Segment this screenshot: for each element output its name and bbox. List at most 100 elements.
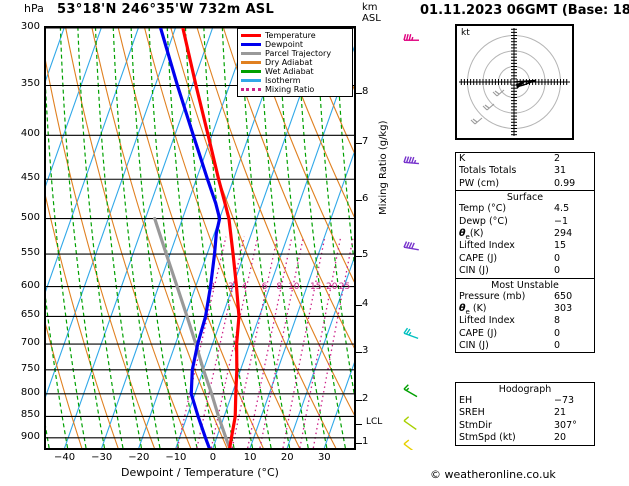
- index-value: −1: [554, 215, 569, 227]
- temperature-tick-label: −40: [53, 452, 76, 463]
- index-row: CAPE (J) 0: [456, 253, 594, 265]
- skewt-plot-svg: 2 3 4 6 8 10 15 20 25: [46, 28, 354, 448]
- temperature-tick-label: −20: [128, 452, 150, 463]
- height-unit-line1: km: [362, 2, 378, 13]
- legend-item: Dry Adiabat: [241, 58, 350, 67]
- height-tick-mark: [356, 200, 362, 201]
- pressure-tick-label: 900: [20, 430, 40, 442]
- legend-swatch-icon: [241, 88, 261, 91]
- index-row: SREH 21: [456, 407, 594, 419]
- pressure-tick-label: 500: [20, 211, 40, 223]
- pressure-unit-label: hPa: [24, 2, 44, 15]
- pressure-tick-label: 750: [20, 362, 40, 374]
- pressure-tick-label: 450: [20, 172, 40, 184]
- mixing-ratio-label: 15: [310, 282, 321, 292]
- height-tick-mark: [356, 256, 362, 257]
- legend-item: Isotherm: [241, 76, 350, 85]
- index-value: 294: [554, 227, 573, 239]
- height-tick-mark: [356, 305, 362, 306]
- legend-item-label: Wet Adiabat: [265, 67, 314, 76]
- hodograph-wind-barb: [492, 89, 505, 97]
- hodograph-unit-label: kt: [461, 28, 470, 38]
- hodograph-wind-barb: [482, 103, 495, 111]
- legend-item-label: Parcel Trajectory: [265, 49, 332, 58]
- index-value: −73: [554, 395, 575, 406]
- index-key: CIN (J): [459, 265, 489, 277]
- hodograph-section-heading: Hodograph: [498, 384, 552, 395]
- legend-item-label: Dry Adiabat: [265, 58, 313, 67]
- legend-item-label: Isotherm: [265, 76, 301, 85]
- index-row: Temp (°C) 4.5: [456, 203, 594, 215]
- index-row: CIN (J) 0: [456, 340, 594, 352]
- height-tick-mark: [356, 143, 362, 144]
- wind-barb: [403, 384, 418, 398]
- pressure-tick-label: 700: [20, 337, 40, 349]
- index-key: θe (K): [459, 302, 487, 316]
- wind-barb: [403, 416, 417, 430]
- index-value: 307°: [554, 419, 577, 431]
- index-value: 8: [554, 315, 561, 327]
- index-row: Dewp (°C) −1: [456, 216, 594, 228]
- index-value: 0: [554, 252, 561, 264]
- hodograph-chart: kt: [455, 24, 574, 140]
- index-key: θe(K): [459, 227, 484, 241]
- index-row: CIN (J) 0: [456, 265, 594, 277]
- index-key: CIN (J): [459, 340, 489, 352]
- legend-item: Temperature: [241, 31, 350, 40]
- index-value: 303: [554, 302, 573, 314]
- index-value: 31: [554, 165, 567, 177]
- index-value: 0.99: [554, 177, 576, 189]
- height-tick-mark: [356, 443, 362, 444]
- legend: Temperature Dewpoint Parcel Trajectory Dry …: [237, 28, 353, 97]
- mixing-ratio-label: 3: [228, 282, 234, 292]
- legend-swatch-icon: [241, 43, 261, 46]
- height-tick-mark: [356, 400, 362, 401]
- index-value: 650: [554, 290, 573, 302]
- x-axis-title: Dewpoint / Temperature (°C): [121, 466, 279, 479]
- mixing-ratio-label: 20: [326, 282, 338, 292]
- index-row: PW (cm) 0.99: [456, 178, 594, 190]
- index-key: CAPE (J): [459, 327, 498, 339]
- pressure-tick-label: 650: [20, 309, 40, 321]
- mixing-ratio-label: 2: [209, 282, 215, 292]
- index-key: SREH: [459, 407, 485, 419]
- temperature-tick-label: 0: [209, 452, 217, 463]
- index-row: StmSpd (kt) 20: [456, 432, 594, 444]
- legend-item-label: Dewpoint: [265, 40, 304, 49]
- hodograph-wind-barb: [470, 117, 483, 125]
- mixing-ratio-label: 25: [339, 282, 350, 292]
- surface-section: Surface Temp (°C) 4.5 Dewp (°C) −1 θe(K) 294 Li…: [456, 190, 594, 277]
- index-row: Lifted Index 8: [456, 315, 594, 327]
- temperature-tick-label: −30: [91, 452, 113, 463]
- temperature-tick-label: 10: [243, 452, 257, 463]
- index-key: StmSpd (kt): [459, 432, 516, 444]
- height-tick-label: 2: [362, 393, 369, 404]
- pressure-axis: 300 350 400 450 500 550 600 650 700 750 800 850 900: [0, 0, 44, 486]
- wind-barb: [403, 241, 419, 251]
- parcel-trajectory-curve: [153, 216, 232, 448]
- mixing-ratio-labels: 2 3 4 6 8 10 15 20 25: [209, 282, 350, 292]
- hodograph-svg: [459, 28, 570, 136]
- pressure-tick-label: 600: [20, 279, 40, 291]
- legend-swatch-icon: [241, 79, 261, 82]
- index-key: Totals Totals: [459, 165, 517, 177]
- dewpoint-curve: [158, 28, 222, 448]
- pressure-tick-label: 800: [20, 386, 40, 398]
- hodograph-storm-motion-marker: [516, 81, 526, 89]
- index-key: Lifted Index: [459, 240, 515, 252]
- temperature-tick-label: 30: [317, 452, 331, 463]
- index-key: K: [459, 153, 466, 164]
- height-tick-label: 5: [362, 249, 369, 260]
- legend-swatch-icon: [241, 52, 261, 55]
- height-tick-label: 8: [362, 86, 369, 97]
- index-value: 2: [554, 153, 561, 164]
- pressure-tick-label: 850: [20, 409, 40, 421]
- index-row: θe(K) 294: [456, 227, 594, 241]
- general-indices-section: K 2 Totals Totals 31 PW (cm) 0.99: [456, 153, 594, 190]
- index-key: Pressure (mb): [459, 290, 526, 302]
- legend-item: Parcel Trajectory: [241, 49, 350, 58]
- wet-adiabat-lines: [46, 28, 354, 448]
- pressure-tick-label: 300: [20, 21, 40, 32]
